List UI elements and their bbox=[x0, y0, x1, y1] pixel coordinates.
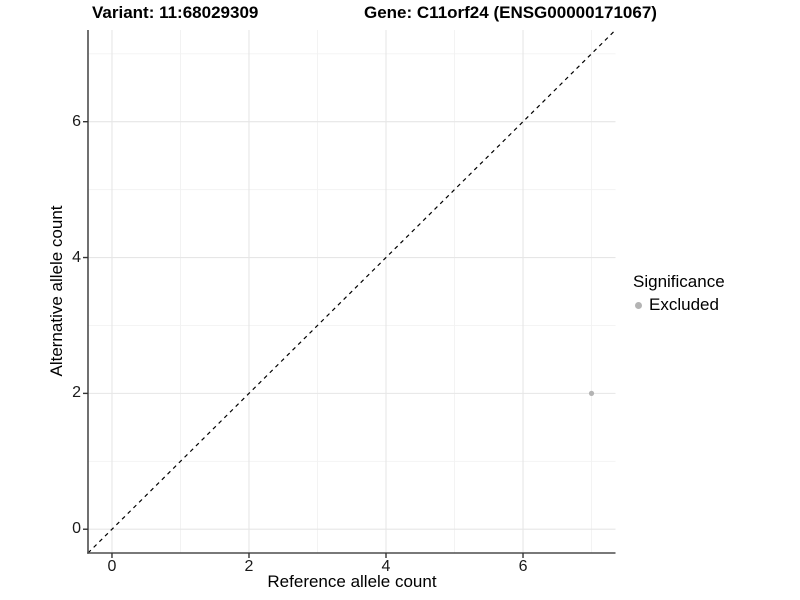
y-axis-label: Alternative allele count bbox=[47, 205, 66, 377]
y-tick-label: 4 bbox=[72, 248, 81, 266]
x-tick-label: 0 bbox=[107, 558, 117, 575]
y-tick-label: 2 bbox=[72, 384, 81, 402]
legend-item-label: Excluded bbox=[649, 295, 719, 314]
plot-title-variant: Variant: 11:68029309 bbox=[92, 3, 259, 22]
legend-item-excluded: Excluded bbox=[633, 295, 725, 315]
y-tick-label: 0 bbox=[72, 520, 81, 538]
legend: Significance Excluded bbox=[633, 272, 725, 315]
identity-reference-line bbox=[87, 29, 616, 554]
legend-key-dot-icon bbox=[635, 301, 642, 309]
x-axis-label: Reference allele count bbox=[267, 572, 437, 591]
x-tick-label: 6 bbox=[518, 558, 528, 575]
data-point bbox=[588, 390, 595, 396]
legend-title: Significance bbox=[633, 272, 725, 291]
x-tick-label: 4 bbox=[381, 558, 391, 575]
x-tick-label: 2 bbox=[244, 558, 254, 575]
y-tick-label: 6 bbox=[72, 112, 81, 130]
plot-title-gene: Gene: C11orf24 (ENSG00000171067) bbox=[364, 3, 657, 22]
